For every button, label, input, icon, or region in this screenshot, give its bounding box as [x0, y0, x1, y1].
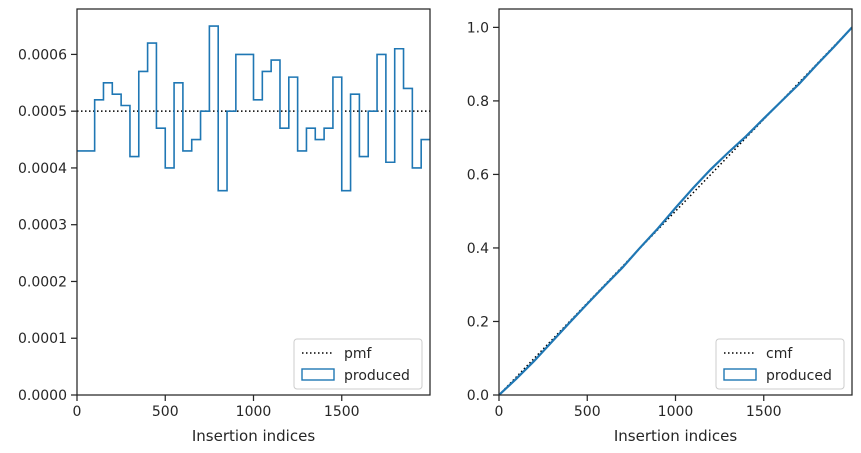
y-tick-label: 0.8 [467, 94, 489, 110]
x-tick-label: 500 [152, 404, 179, 420]
legend: cmf produced [715, 338, 845, 390]
series-produced-step [77, 25, 430, 192]
plot-area [77, 25, 430, 192]
x-tick-label: 1500 [746, 404, 782, 420]
legend-swatch-produced [301, 368, 335, 381]
y-tick-label: 0.0004 [18, 161, 67, 177]
y-tick-label: 0.2 [467, 314, 489, 330]
y-tick-label: 1.0 [467, 20, 489, 36]
x-tick-label: 1000 [658, 404, 694, 420]
y-tick-label: 0.0000 [18, 388, 67, 404]
y-tick-label: 0.6 [467, 167, 489, 183]
legend-label-cmf: cmf [766, 346, 793, 362]
x-tick-label: 0 [495, 404, 504, 420]
x-tick-label: 500 [574, 404, 601, 420]
series-produced-step [499, 26, 852, 395]
y-tick-label: 0.0 [467, 388, 489, 404]
legend: pmf produced [293, 338, 423, 390]
axes-frame [498, 8, 853, 396]
plot-area [499, 26, 852, 395]
legend-label-produced: produced [344, 368, 410, 384]
y-tick-label: 0.0005 [18, 104, 67, 120]
legend-label-pmf: pmf [344, 346, 373, 362]
legend-box [293, 338, 423, 390]
y-tick-label: 0.4 [467, 241, 489, 257]
y-tick-label: 0.0001 [18, 331, 67, 347]
x-axis-title: Insertion indices [192, 427, 315, 445]
legend-label-produced: produced [766, 368, 832, 384]
pmf-chart: 0 500 1000 1500 0.0000 0.0001 0.0002 0.0003 0.00… [18, 8, 431, 445]
legend-swatch-produced [723, 368, 757, 381]
y-tick-label: 0.0002 [18, 274, 67, 290]
x-axis-title: Insertion indices [614, 427, 737, 445]
legend-box [715, 338, 845, 390]
x-tick-label: 0 [73, 404, 82, 420]
y-tick-label: 0.0003 [18, 218, 67, 234]
cmf-chart: 0 500 1000 1500 0.0 0.2 0.4 0.6 0.8 1.0 Insertion … [467, 8, 853, 445]
x-tick-label: 1500 [324, 404, 360, 420]
x-tick-label: 1000 [236, 404, 272, 420]
y-tick-label: 0.0006 [18, 47, 67, 63]
